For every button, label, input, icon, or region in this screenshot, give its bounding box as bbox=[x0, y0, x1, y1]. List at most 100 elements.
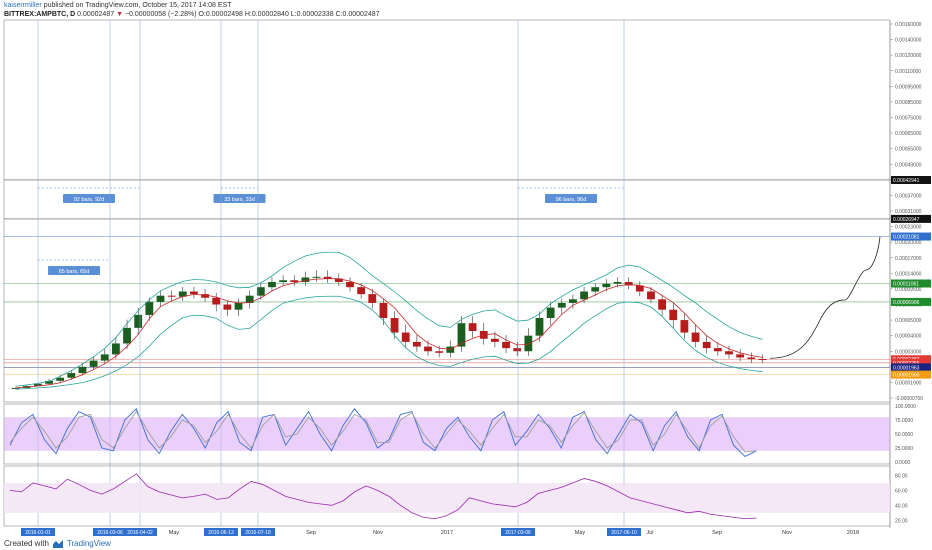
candle bbox=[167, 295, 176, 297]
price-tick-label: -0.00000700 bbox=[895, 396, 923, 402]
stoch-tick-label: 50.0000 bbox=[895, 432, 913, 438]
x-label: May bbox=[575, 530, 586, 536]
candle bbox=[546, 307, 555, 319]
time-axis[interactable]: MarMaySepNov2017MayJulSepNov20182016-01-… bbox=[21, 528, 859, 536]
stoch-line bbox=[9, 407, 757, 457]
price-tick-label: 0.00140000 bbox=[895, 38, 922, 44]
candle bbox=[613, 281, 622, 284]
price-tick-label: 0.00049000 bbox=[895, 162, 922, 168]
candle bbox=[279, 280, 288, 282]
candle bbox=[736, 354, 745, 358]
level-label-bg bbox=[891, 232, 931, 241]
candle bbox=[702, 341, 711, 349]
chart-header: kaiserrmiller published on TradingView.c… bbox=[4, 1, 380, 19]
range-label-bg bbox=[63, 194, 115, 203]
x-label: 2017 bbox=[441, 530, 453, 536]
price-tick-label: 0.00014000 bbox=[895, 271, 922, 277]
candle bbox=[346, 281, 354, 288]
level-label: 0.00011061 bbox=[893, 282, 919, 288]
price-tick-label: 0.00001000 bbox=[895, 380, 922, 386]
x-date-label: 2016-06-13 bbox=[208, 530, 234, 536]
published-text: published on TradingView.com, October 15… bbox=[43, 2, 232, 9]
level-label-bg bbox=[891, 175, 931, 184]
price-pane[interactable]: 0.00160000 0.00140000 0.00120000 0.00110000… bbox=[4, 20, 931, 526]
candle bbox=[569, 299, 577, 303]
candle bbox=[680, 320, 689, 333]
price-tick-label: 0.00004000 bbox=[895, 334, 922, 340]
stochastic-pane[interactable]: 100.0000 75.0000 50.0000 25.0000 0.0000 bbox=[4, 404, 916, 466]
level-label-bg bbox=[891, 358, 931, 367]
price-tick-label: 0.00020000 bbox=[895, 240, 922, 246]
candle bbox=[524, 335, 533, 352]
price-tick-label: 0.00003000 bbox=[895, 349, 922, 355]
level-label: 0.00001500 bbox=[893, 373, 920, 379]
candle bbox=[591, 287, 600, 292]
level-label: 0.00042941 bbox=[893, 178, 920, 184]
x-date-badge bbox=[93, 528, 127, 536]
rsi-pane[interactable]: 80.00 60.00 40.00 20.00 bbox=[4, 473, 908, 524]
price-tick-label: 0.00075000 bbox=[895, 116, 922, 122]
candle bbox=[301, 277, 310, 282]
x-date-badge bbox=[241, 528, 275, 536]
candle bbox=[468, 323, 477, 331]
price-tick-label: 0.00031000 bbox=[895, 209, 922, 215]
price-tick-label: 0.00005000 bbox=[895, 318, 922, 324]
candle bbox=[56, 377, 65, 381]
tradingview-brand[interactable]: TradingView bbox=[66, 539, 111, 548]
x-date-badge bbox=[204, 528, 238, 536]
candle bbox=[758, 359, 767, 361]
pane-border bbox=[3, 19, 891, 403]
price-tick-label: 0.00017000 bbox=[895, 256, 922, 262]
footer: Created with TradingView bbox=[4, 539, 111, 548]
level-label: 0.00001963 bbox=[893, 365, 920, 371]
range-label-bg bbox=[48, 266, 100, 275]
rsi-tick-label: 60.00 bbox=[895, 488, 908, 494]
x-date-label: 2016-07-18 bbox=[245, 530, 271, 536]
price-tick-label: 0.00160000 bbox=[895, 22, 922, 28]
candle bbox=[67, 373, 76, 378]
stoch-tick-label: 25.0000 bbox=[895, 446, 913, 452]
candle bbox=[368, 294, 377, 303]
candle bbox=[256, 287, 265, 296]
candle bbox=[647, 291, 655, 300]
candle bbox=[100, 354, 109, 361]
candle bbox=[223, 304, 232, 310]
level-label-bg bbox=[891, 214, 931, 223]
price-tick-label: 0.00023000 bbox=[895, 225, 922, 231]
candle bbox=[245, 295, 254, 303]
level-label: 0.00026947 bbox=[893, 217, 920, 223]
stoch-line bbox=[9, 410, 757, 453]
candle bbox=[580, 291, 588, 300]
candle bbox=[290, 280, 299, 282]
price-tick-label: 0.00009500 bbox=[895, 287, 922, 293]
candle bbox=[535, 318, 544, 336]
x-date-label: 2016-01-01 bbox=[25, 530, 51, 536]
rsi-band bbox=[4, 482, 890, 513]
stoch-tick-label: 0.0000 bbox=[895, 460, 911, 466]
candle bbox=[713, 348, 722, 352]
range-label-bg bbox=[545, 194, 597, 203]
range-label: 65 bars, 65d bbox=[59, 269, 90, 275]
candle bbox=[502, 341, 510, 349]
candle bbox=[323, 276, 332, 279]
down-arrow-icon: ▼ bbox=[116, 11, 123, 18]
author-link[interactable]: kaiserrmiller bbox=[4, 2, 42, 9]
candle bbox=[45, 380, 53, 384]
symbol-label[interactable]: BITTREX:AMPBTC, D bbox=[4, 11, 76, 18]
bollinger-upper bbox=[15, 251, 763, 387]
candle bbox=[212, 297, 221, 305]
tradingview-logo-icon bbox=[52, 539, 63, 548]
level-label: 0.00006996 bbox=[893, 300, 920, 306]
candle bbox=[156, 295, 165, 302]
rsi-line bbox=[9, 473, 757, 520]
candle bbox=[268, 281, 276, 288]
x-label: 2018 bbox=[847, 530, 859, 536]
candle bbox=[635, 285, 644, 292]
candle bbox=[424, 346, 432, 352]
level-label-bg bbox=[891, 363, 931, 372]
x-date-label: 2017-03-06 bbox=[505, 530, 531, 536]
range-label: 96 bars, 96d bbox=[556, 197, 587, 203]
x-label: Sep bbox=[306, 530, 316, 536]
x-label: Nov bbox=[782, 530, 792, 536]
